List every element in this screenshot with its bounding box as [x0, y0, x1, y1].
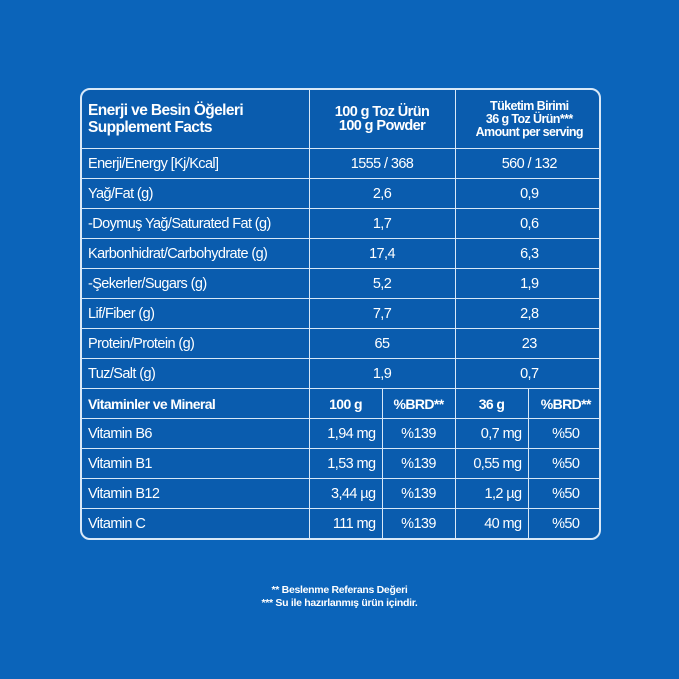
vitamin-per100: 1,94 mg [308, 418, 383, 449]
nutrient-row: Protein/Protein (g) 65 23 [82, 328, 599, 359]
col-per100-header: 100 g Toz Ürün 100 g Powder [308, 90, 456, 149]
vitamins-title: Vitaminler ve Mineral [82, 388, 310, 419]
nutrient-per100: 17,4 [308, 238, 456, 269]
vitamin-row: Vitamin B1 1,53 mg %139 0,55 mg %50 [82, 448, 599, 479]
nutrient-row: Tuz/Salt (g) 1,9 0,7 [82, 358, 599, 389]
vitamin-per-serving: 40 mg [454, 508, 529, 538]
vitamin-name: Vitamin C [82, 508, 310, 538]
vitamin-per100: 3,44 µg [308, 478, 383, 509]
nutrient-name: -Şekerler/Sugars (g) [82, 268, 310, 299]
nutrient-per-serving: 2,8 [454, 298, 599, 329]
nutrient-per-serving: 23 [454, 328, 599, 359]
nutrient-name: Tuz/Salt (g) [82, 358, 310, 389]
header-row: Enerji ve Besin Öğeleri Supplement Facts … [82, 90, 599, 149]
vitamins-col-100g: 100 g [308, 388, 383, 419]
nutrient-name: -Doymuş Yağ/Saturated Fat (g) [82, 208, 310, 239]
nutrient-per-serving: 0,6 [454, 208, 599, 239]
table-title: Enerji ve Besin Öğeleri Supplement Facts [82, 90, 310, 149]
nutrient-row: Lif/Fiber (g) 7,7 2,8 [82, 298, 599, 329]
nutrient-name: Protein/Protein (g) [82, 328, 310, 359]
nutrient-per-serving: 1,9 [454, 268, 599, 299]
title-tr: Enerji ve Besin Öğeleri [88, 102, 244, 119]
vitamin-per-serving: 0,55 mg [454, 448, 529, 479]
nutrient-name: Lif/Fiber (g) [82, 298, 310, 329]
col-serving-header: Tüketim Birimi 36 g Toz Ürün*** Amount per… [454, 90, 599, 149]
nutrient-row: Karbonhidrat/Carbohydrate (g) 17,4 6,3 [82, 238, 599, 269]
vitamin-per-serving: 0,7 mg [454, 418, 529, 449]
vitamin-row: Vitamin B6 1,94 mg %139 0,7 mg %50 [82, 418, 599, 449]
footnote-serving: *** Su ile hazırlanmış ürün içindir. [261, 597, 418, 609]
col2-line3: Amount per serving [475, 124, 584, 139]
nutrient-per-serving: 0,7 [454, 358, 599, 389]
col1-line1: 100 g Toz Ürün [334, 104, 430, 120]
nutrient-row: Yağ/Fat (g) 2,6 0,9 [82, 178, 599, 209]
vitamin-brd100: %139 [381, 448, 456, 479]
vitamin-brd-serving: %50 [527, 418, 599, 449]
col2-line2: 36 g Toz Ürün*** [485, 111, 573, 126]
nutrient-per-serving: 560 / 132 [454, 148, 599, 179]
col1-line2: 100 g Powder [338, 118, 426, 134]
vitamin-per100: 1,53 mg [308, 448, 383, 479]
nutrient-per100: 1,9 [308, 358, 456, 389]
vitamin-row: Vitamin C 111 mg %139 40 mg %50 [82, 508, 599, 538]
vitamins-col-brd-serving: %BRD** [527, 388, 599, 419]
nutrient-row: -Doymuş Yağ/Saturated Fat (g) 1,7 0,6 [82, 208, 599, 239]
nutrient-per100: 1555 / 368 [308, 148, 456, 179]
vitamin-name: Vitamin B12 [82, 478, 310, 509]
nutrient-row: -Şekerler/Sugars (g) 5,2 1,9 [82, 268, 599, 299]
nutrient-per-serving: 0,9 [454, 178, 599, 209]
vitamins-col-36g: 36 g [454, 388, 529, 419]
nutrient-name: Enerji/Energy [Kj/Kcal] [82, 148, 310, 179]
vitamin-brd100: %139 [381, 478, 456, 509]
nutrient-per100: 7,7 [308, 298, 456, 329]
col2-line1: Tüketim Birimi [490, 98, 569, 113]
vitamin-per100: 111 mg [308, 508, 383, 538]
nutrient-row: Enerji/Energy [Kj/Kcal] 1555 / 368 560 / 1… [82, 148, 599, 179]
vitamin-brd100: %139 [381, 508, 456, 538]
nutrient-name: Yağ/Fat (g) [82, 178, 310, 209]
nutrient-per100: 65 [308, 328, 456, 359]
vitamin-brd-serving: %50 [527, 478, 599, 509]
vitamin-brd-serving: %50 [527, 508, 599, 538]
vitamin-brd100: %139 [381, 418, 456, 449]
vitamins-header-row: Vitaminler ve Mineral 100 g %BRD** 36 g %BRD… [82, 388, 599, 419]
nutrient-per100: 2,6 [308, 178, 456, 209]
vitamin-name: Vitamin B6 [82, 418, 310, 449]
footnote-brd: ** Beslenme Referans Değeri [271, 584, 408, 596]
vitamin-name: Vitamin B1 [82, 448, 310, 479]
vitamins-col-brd100: %BRD** [381, 388, 456, 419]
nutrient-name: Karbonhidrat/Carbohydrate (g) [82, 238, 310, 269]
title-en: Supplement Facts [88, 119, 213, 136]
supplement-facts-table: Enerji ve Besin Öğeleri Supplement Facts … [80, 88, 601, 540]
vitamin-brd-serving: %50 [527, 448, 599, 479]
footnotes: ** Beslenme Referans Değeri *** Su ile h… [0, 584, 679, 610]
nutrient-per-serving: 6,3 [454, 238, 599, 269]
vitamin-row: Vitamin B12 3,44 µg %139 1,2 µg %50 [82, 478, 599, 509]
nutrient-per100: 1,7 [308, 208, 456, 239]
vitamin-per-serving: 1,2 µg [454, 478, 529, 509]
nutrient-per100: 5,2 [308, 268, 456, 299]
